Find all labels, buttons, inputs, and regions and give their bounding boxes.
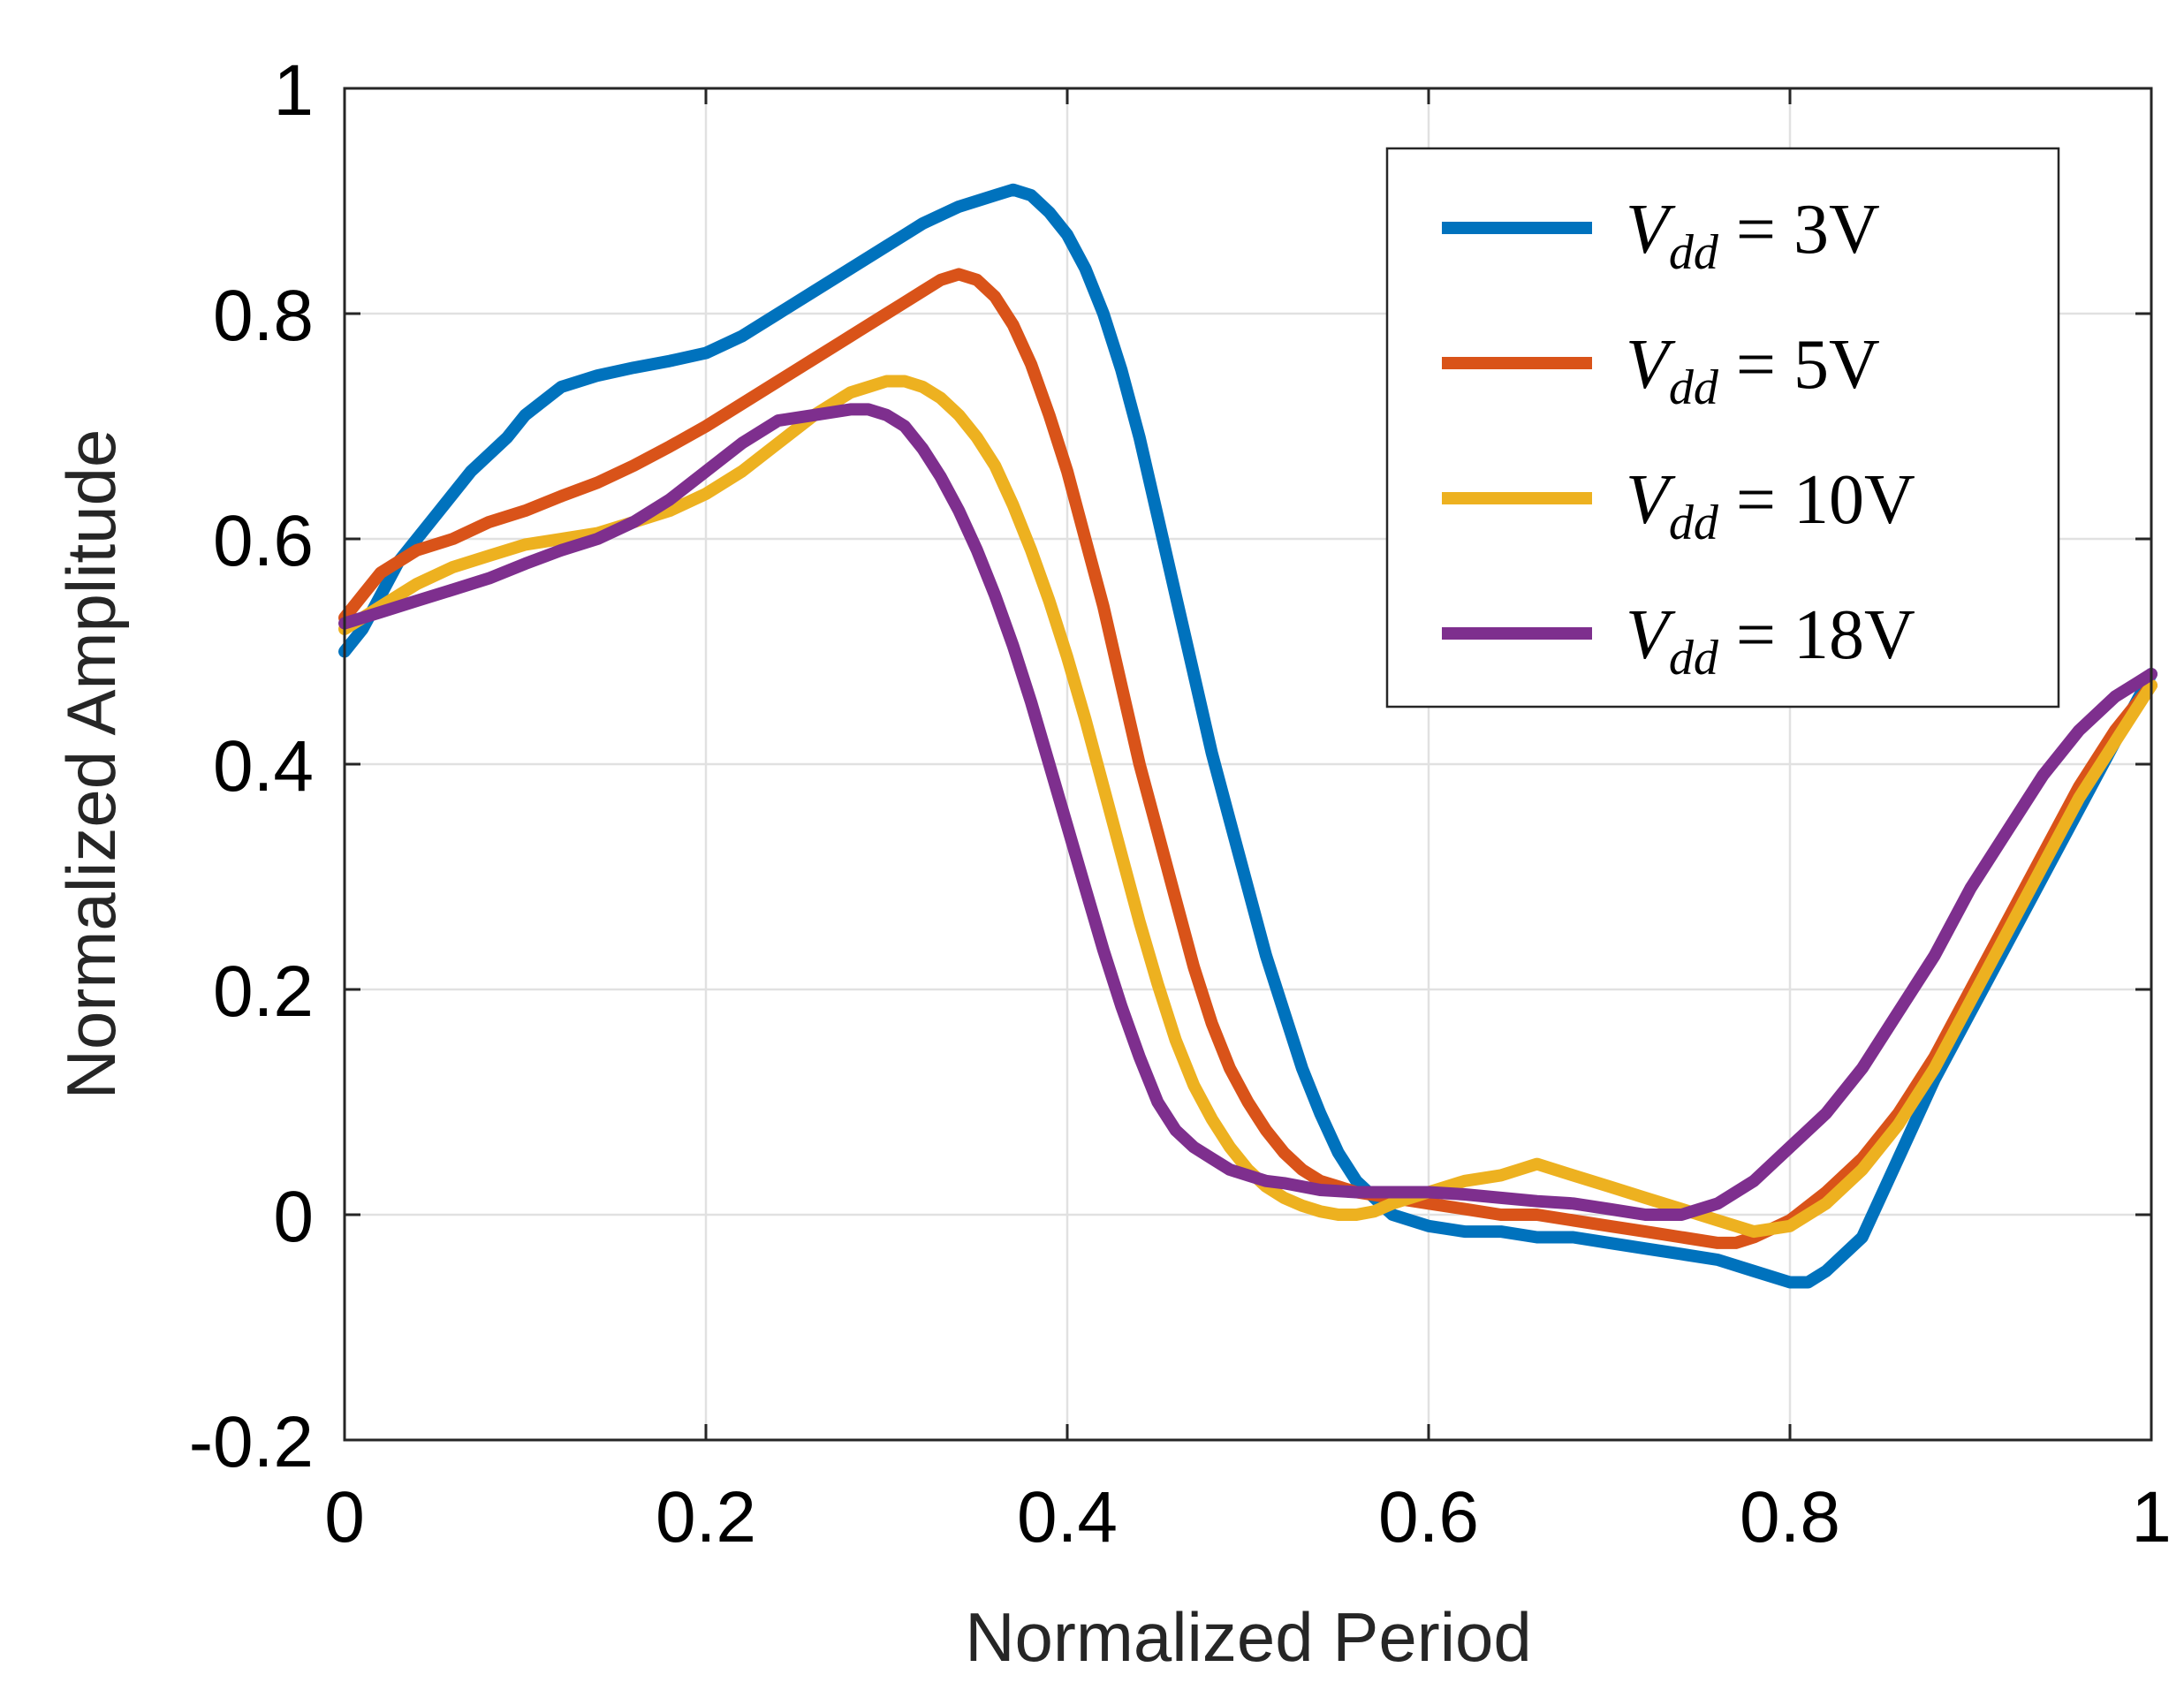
legend-label-4: Vdd = 18V bbox=[1626, 596, 1915, 686]
series-layer bbox=[338, 183, 2157, 1289]
y-tick-label: 0.6 bbox=[213, 501, 314, 581]
legend: Vdd = 3V Vdd = 5V Vdd = 10V Vdd = 18V bbox=[1385, 147, 2060, 709]
x-axis-label: Normalized Period bbox=[965, 1598, 1532, 1676]
series-line-3 bbox=[338, 375, 2157, 1239]
y-tick-label: 0.4 bbox=[213, 726, 314, 807]
ticks bbox=[343, 87, 2153, 1442]
legend-box bbox=[1385, 147, 2060, 709]
series-line-1 bbox=[338, 183, 2157, 1289]
series-line-4 bbox=[338, 403, 2157, 1221]
x-tick-label: 0.4 bbox=[1017, 1477, 1118, 1557]
y-tick-label: 1 bbox=[273, 50, 314, 131]
x-tick-label: 1 bbox=[2131, 1477, 2172, 1557]
tick-labels: 0 0.2 0.4 0.6 0.8 1-0.200.20.40.60.81 bbox=[189, 50, 2172, 1557]
x-tick-label: 0 bbox=[324, 1477, 365, 1557]
y-tick-label: 0 bbox=[273, 1177, 314, 1257]
y-tick-label: -0.2 bbox=[189, 1402, 314, 1482]
legend-label-3: Vdd = 10V bbox=[1626, 461, 1915, 550]
x-tick-label: 0.6 bbox=[1378, 1477, 1479, 1557]
x-tick-label: 0.8 bbox=[1740, 1477, 1840, 1557]
legend-label-2: Vdd = 5V bbox=[1626, 326, 1880, 415]
x-tick-label: 0.2 bbox=[656, 1477, 756, 1557]
legend-label-1: Vdd = 3V bbox=[1626, 191, 1880, 280]
y-tick-label: 0.8 bbox=[213, 276, 314, 356]
y-tick-label: 0.2 bbox=[213, 951, 314, 1032]
y-axis-label: Normalized Amplitude bbox=[52, 429, 130, 1100]
